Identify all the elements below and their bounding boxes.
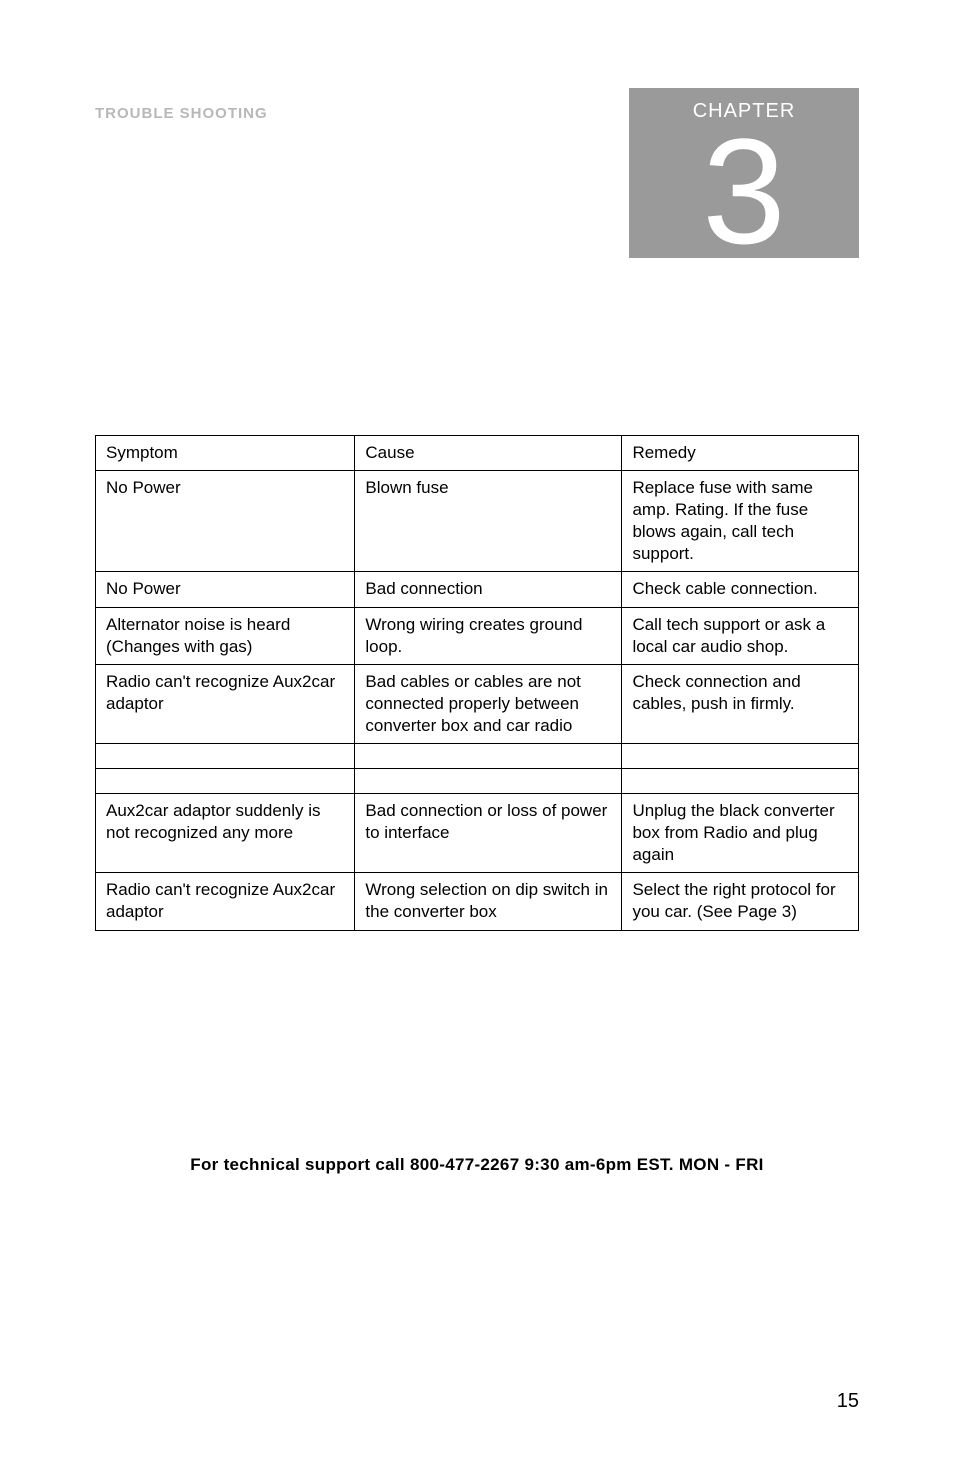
cell [622, 769, 859, 794]
table-row: No Power Bad connection Check cable conn… [96, 572, 859, 607]
cell [355, 769, 622, 794]
cell: Check connection and cables, push in fir… [622, 664, 859, 743]
chapter-number: 3 [629, 128, 859, 256]
cell: Wrong selection on dip switch in the con… [355, 873, 622, 930]
table-row [96, 744, 859, 769]
col-header: Remedy [622, 436, 859, 471]
cell: Wrong wiring creates ground loop. [355, 607, 622, 664]
cell [96, 744, 355, 769]
cell: No Power [96, 471, 355, 572]
page-number: 15 [837, 1390, 859, 1413]
cell: No Power [96, 572, 355, 607]
cell: Replace fuse with same amp. Rating. If t… [622, 471, 859, 572]
cell: Unplug the black converter box from Radi… [622, 794, 859, 873]
cell [355, 744, 622, 769]
footer-text: For technical support call 800-477-2267 … [0, 1155, 954, 1175]
cell: Bad cables or cables are not connected p… [355, 664, 622, 743]
cell [622, 744, 859, 769]
table-row: No Power Blown fuse Replace fuse with sa… [96, 471, 859, 572]
col-header: Symptom [96, 436, 355, 471]
cell: Aux2car adaptor suddenly is not recogniz… [96, 794, 355, 873]
cell [96, 769, 355, 794]
table-row: Alternator noise is heard (Changes with … [96, 607, 859, 664]
cell: Radio can't recognize Aux2car adaptor [96, 664, 355, 743]
cell: Radio can't recognize Aux2car adaptor [96, 873, 355, 930]
chapter-box: CHAPTER 3 [629, 88, 859, 258]
cell: Alternator noise is heard (Changes with … [96, 607, 355, 664]
cell: Bad connection [355, 572, 622, 607]
table-header-row: Symptom Cause Remedy [96, 436, 859, 471]
cell: Check cable connection. [622, 572, 859, 607]
table-row: Radio can't recognize Aux2car adaptor Wr… [96, 873, 859, 930]
cell: Select the right protocol for you car. (… [622, 873, 859, 930]
table-row: Aux2car adaptor suddenly is not recogniz… [96, 794, 859, 873]
cell: Bad connection or loss of power to inter… [355, 794, 622, 873]
cell: Call tech support or ask a local car aud… [622, 607, 859, 664]
troubleshooting-table: Symptom Cause Remedy No Power Blown fuse… [95, 435, 859, 931]
table-row [96, 769, 859, 794]
cell: Blown fuse [355, 471, 622, 572]
col-header: Cause [355, 436, 622, 471]
section-label: TROUBLE SHOOTING [95, 105, 268, 122]
table-row: Radio can't recognize Aux2car adaptor Ba… [96, 664, 859, 743]
